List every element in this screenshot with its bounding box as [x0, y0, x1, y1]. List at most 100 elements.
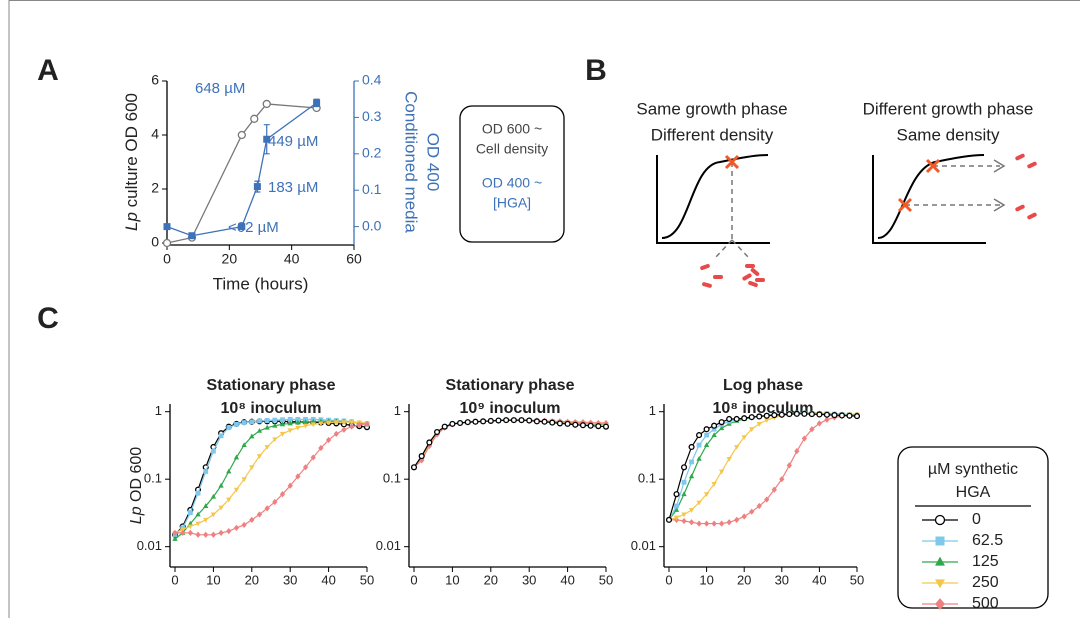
marker [703, 442, 710, 448]
x-tick-label: 30 [775, 572, 789, 587]
x-tick-label: 40 [560, 572, 574, 587]
marker [681, 517, 687, 525]
marker [172, 536, 178, 541]
marker [711, 520, 717, 527]
cross-mark [724, 154, 740, 170]
chart-title: 10⁸ inoculum [221, 400, 322, 417]
panel-label: C [37, 302, 59, 335]
y-tick-label: 1 [155, 403, 162, 418]
marker [935, 556, 945, 566]
data-line [166, 102, 317, 237]
marker [935, 598, 945, 610]
marker [272, 422, 278, 428]
marker [226, 425, 232, 431]
marker [587, 422, 594, 429]
marker [253, 183, 261, 191]
marker [564, 420, 571, 427]
data-line [668, 412, 858, 521]
marker [771, 486, 777, 493]
marker [681, 491, 687, 497]
marker [510, 417, 517, 424]
marker [318, 421, 324, 427]
marker [238, 223, 246, 231]
marker [249, 433, 255, 439]
marker [703, 492, 710, 498]
marker [264, 445, 270, 450]
marker [518, 417, 525, 424]
marker [180, 529, 186, 537]
marker [688, 473, 695, 479]
marker [457, 419, 464, 427]
marker [734, 516, 740, 523]
dashed-arrow [714, 162, 750, 259]
x-tick-label: 40 [284, 251, 300, 267]
marker [681, 512, 687, 518]
marker [487, 417, 494, 424]
marker [748, 414, 755, 421]
marker [935, 579, 945, 589]
y-axis-label-text: culture OD 600 [122, 93, 141, 207]
y2-axis-label: OD 400 [424, 133, 443, 192]
marker [187, 510, 193, 515]
bacterium [1027, 212, 1037, 220]
note-text: OD 400 ~ [482, 175, 542, 191]
marker [295, 425, 301, 431]
marker [418, 453, 425, 460]
marker [241, 442, 247, 448]
marker [210, 531, 217, 538]
y2-tick-label: 0.1 [362, 181, 382, 197]
x-axis-label: Time (hours) [213, 274, 309, 293]
growth-curve [661, 154, 769, 239]
marker [711, 432, 717, 438]
marker [495, 417, 502, 424]
y2-tick-label: 0.2 [362, 145, 382, 161]
y-tick-label: 2 [151, 180, 159, 196]
marker [726, 415, 733, 423]
marker [188, 232, 196, 240]
bacterium [755, 278, 765, 282]
bacterium [1015, 204, 1025, 212]
marker [287, 420, 293, 426]
chart-title: 10⁹ inoculum [460, 400, 561, 417]
marker [674, 503, 679, 509]
x-tick-label: 20 [222, 251, 238, 267]
marker [853, 413, 861, 420]
legend-label: 500 [972, 595, 999, 612]
marker [272, 498, 278, 506]
marker [226, 528, 232, 535]
diagram-text: Same density [897, 125, 1000, 144]
marker [349, 423, 355, 430]
marker [934, 514, 946, 526]
diagram-axes [872, 155, 986, 244]
marker [195, 511, 201, 517]
bacterium [700, 263, 710, 271]
marker [249, 516, 255, 523]
marker [503, 417, 510, 424]
marker [579, 422, 587, 429]
marker [696, 500, 702, 506]
marker [172, 529, 178, 537]
marker [310, 454, 316, 461]
diagram-axes [656, 155, 770, 244]
marker [778, 411, 785, 418]
legend-label: 0 [972, 511, 981, 528]
x-tick-label: 30 [522, 572, 536, 587]
marker [241, 477, 247, 483]
marker [541, 418, 548, 425]
marker [756, 502, 762, 510]
bacterium [713, 275, 723, 279]
marker [233, 524, 240, 531]
chart-title: Log phase [723, 377, 803, 394]
y-axis-label-italic: Lp [122, 212, 141, 231]
marker [302, 423, 309, 429]
legend-title: µM synthetic [928, 461, 1018, 478]
marker [264, 424, 270, 430]
y-tick-label: 6 [151, 72, 159, 88]
marker [846, 412, 853, 419]
x-tick-label: 20 [245, 572, 259, 587]
marker [549, 419, 556, 426]
marker [162, 238, 172, 248]
legend-label: 125 [972, 553, 999, 570]
marker [226, 468, 232, 474]
